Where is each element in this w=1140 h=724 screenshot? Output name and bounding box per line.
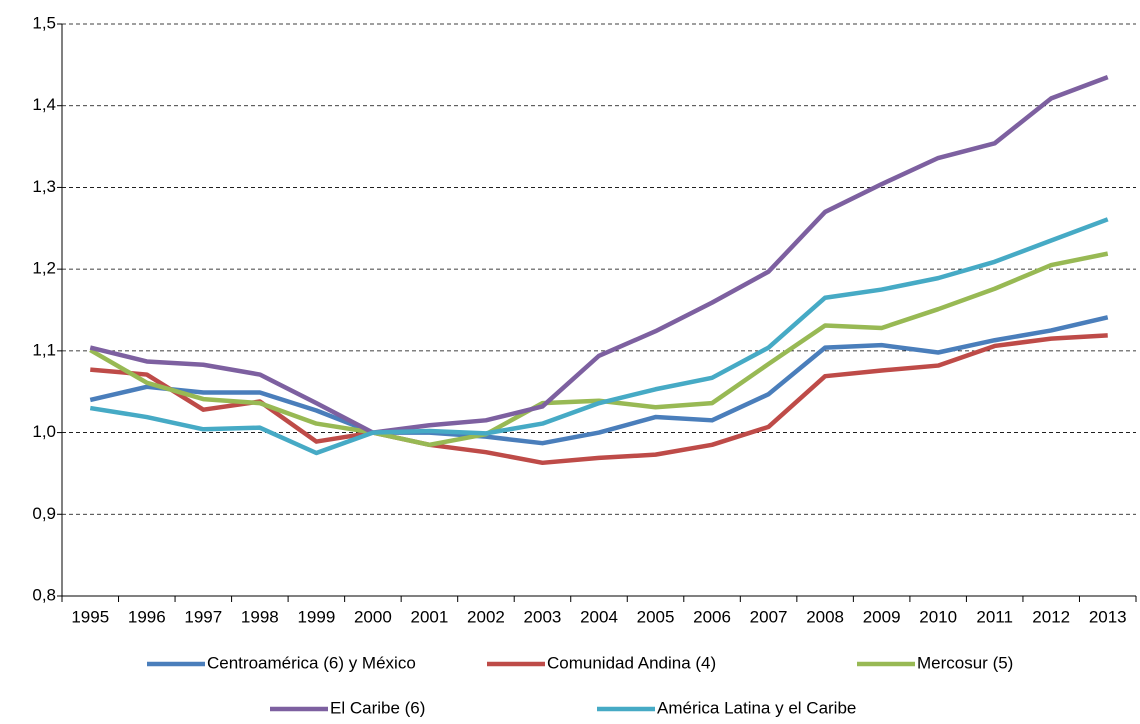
x-tick-label: 2013	[1089, 607, 1127, 626]
legend-label: El Caribe (6)	[330, 698, 425, 717]
y-tick-label: 1,3	[32, 177, 56, 196]
x-tick-label: 2004	[580, 607, 618, 626]
x-tick-label: 2002	[467, 607, 505, 626]
y-tick-label: 1,4	[32, 95, 56, 114]
x-tick-label: 2009	[863, 607, 901, 626]
legend-label: Centroamérica (6) y México	[207, 653, 416, 672]
series-line	[89, 251, 1109, 448]
x-tick-label: 1999	[297, 607, 335, 626]
y-tick-label: 1,1	[32, 340, 56, 359]
y-tick-label: 0,8	[32, 585, 56, 604]
y-tick-label: 1,2	[32, 259, 56, 278]
x-tick-label: 2012	[1032, 607, 1070, 626]
legend-label: Mercosur (5)	[917, 653, 1013, 672]
x-tick-label: 2006	[693, 607, 731, 626]
x-tick-label: 2000	[354, 607, 392, 626]
legend-label: Comunidad Andina (4)	[547, 653, 716, 672]
x-tick-label: 2008	[806, 607, 844, 626]
x-tick-label: 1997	[184, 607, 222, 626]
x-tick-label: 2007	[750, 607, 788, 626]
x-tick-label: 2005	[637, 607, 675, 626]
x-tick-label: 2003	[524, 607, 562, 626]
legend-label: América Latina y el Caribe	[657, 698, 856, 717]
x-tick-label: 1996	[128, 607, 166, 626]
y-tick-label: 1,5	[32, 13, 56, 32]
series-line	[89, 315, 1109, 446]
series-line	[89, 217, 1109, 456]
series-line	[89, 75, 1109, 435]
x-tick-label: 1998	[241, 607, 279, 626]
x-tick-label: 2011	[976, 607, 1013, 626]
y-tick-label: 0,9	[32, 504, 56, 523]
x-tick-label: 2001	[411, 607, 449, 626]
y-tick-label: 1,0	[32, 422, 56, 441]
x-tick-label: 2010	[919, 607, 957, 626]
x-tick-label: 1995	[71, 607, 109, 626]
